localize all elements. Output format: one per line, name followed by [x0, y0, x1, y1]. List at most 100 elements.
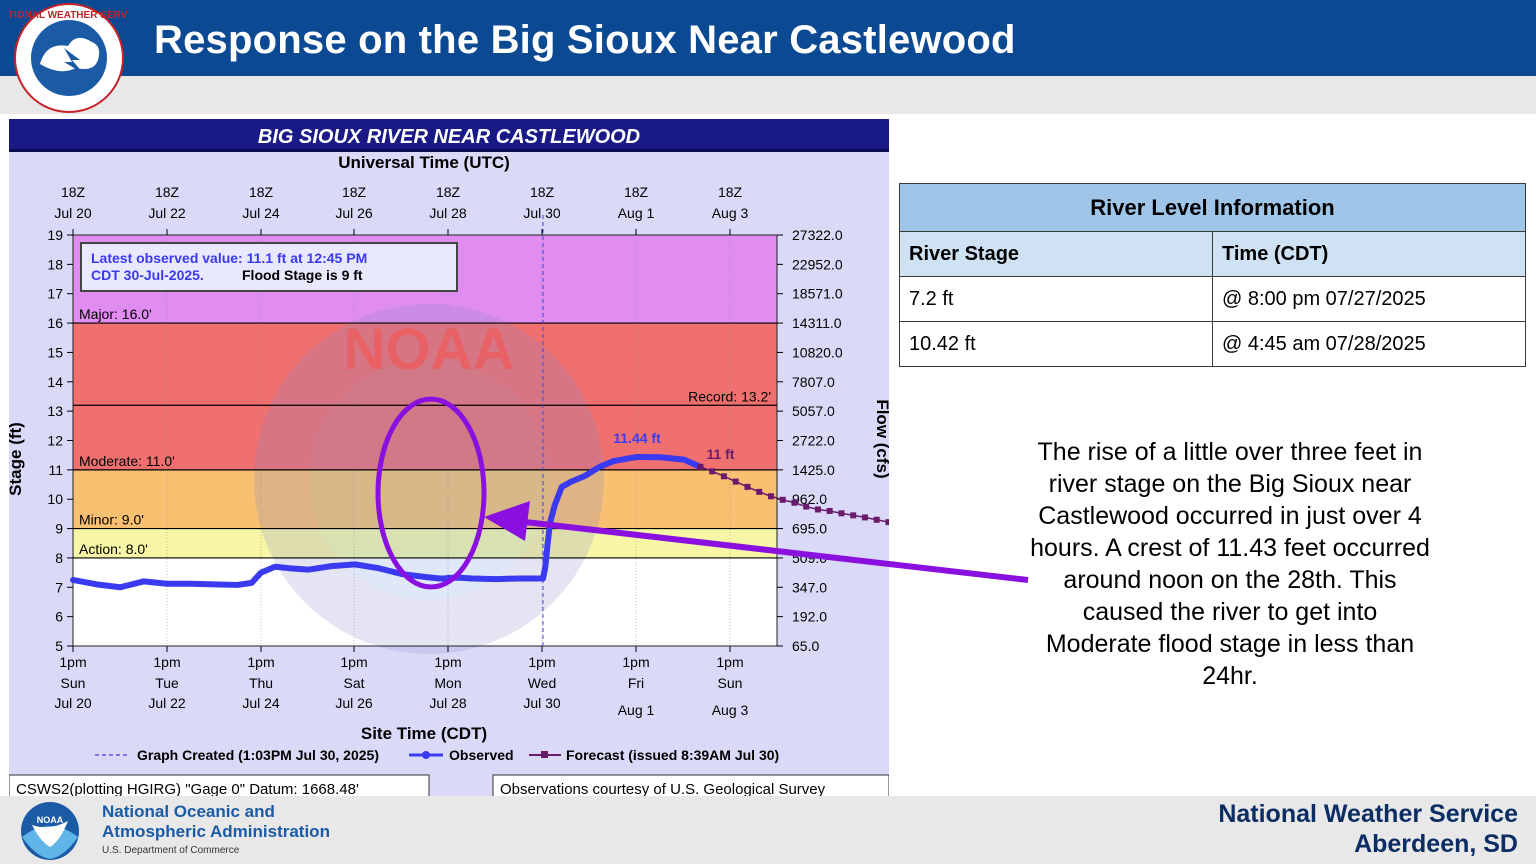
forecast-point	[756, 488, 763, 495]
flow-tick-label: 1425.0	[792, 462, 835, 478]
header-bar	[0, 0, 1536, 76]
top-axis-title: Universal Time (UTC)	[338, 153, 510, 172]
noaa-name-line2: Atmospheric Administration	[102, 822, 330, 841]
threshold-label-moderate: Moderate: 11.0'	[79, 453, 175, 469]
observed-point	[164, 581, 170, 587]
band-minor	[73, 469, 777, 529]
threshold-label-action: Action: 8.0'	[79, 541, 148, 557]
bottom-tick-date: Jul 26	[335, 695, 373, 711]
observed-point	[117, 584, 123, 590]
legend-observed: Observed	[449, 747, 514, 763]
flow-axis: 65.0 192.0 347.0 509.0 695.0 962.0 1425.0 2722.…	[777, 227, 843, 654]
flow-tick-label: 5057.0	[792, 403, 835, 419]
observed-point	[70, 577, 76, 583]
observed-point	[329, 563, 334, 569]
chart-title-rule	[9, 149, 889, 152]
observed-point	[188, 581, 193, 587]
observed-point	[517, 575, 522, 581]
top-tick-date: Jul 20	[54, 205, 92, 221]
flow-tick-label: 7807.0	[792, 374, 835, 390]
chart-title-bar	[9, 119, 889, 151]
bottom-tick-weekday: Mon	[434, 675, 461, 691]
y-tick-label: 12	[47, 433, 63, 449]
threshold-label-minor: Minor: 9.0'	[79, 512, 144, 528]
chart-title: BIG SIOUX RIVER NEAR CASTLEWOOD	[258, 126, 640, 148]
observed-point	[568, 479, 574, 485]
bottom-tick-date: Aug 3	[712, 702, 749, 718]
bottom-tick-date: Jul 20	[54, 695, 92, 711]
flow-tick-label: 27322.0	[792, 227, 843, 243]
observed-point	[211, 581, 217, 587]
forecast-point	[767, 493, 774, 500]
latest-value-line1: Latest observed value: 11.1 ft at 12:45 …	[91, 250, 367, 266]
y-tick-label: 11	[48, 462, 63, 478]
top-tick-time: 18Z	[718, 184, 743, 200]
hydrograph-chart: BIG SIOUX RIVER NEAR CASTLEWOOD Universa…	[6, 119, 974, 800]
forecast-point	[791, 499, 798, 506]
observed-point	[545, 540, 551, 546]
forecast-point	[803, 503, 810, 510]
band-moderate	[73, 323, 777, 470]
svg-text:NOAA: NOAA	[37, 815, 64, 825]
datum-note-box	[8, 774, 430, 800]
observed-point	[258, 570, 264, 576]
bottom-tick-weekday: Sun	[718, 675, 743, 691]
nws-office-name: National Weather Service	[1218, 800, 1518, 828]
forecast-point	[779, 496, 786, 503]
observed-point	[634, 454, 640, 460]
flow-tick-label: 347.0	[792, 579, 827, 595]
y-tick-label: 9	[55, 521, 63, 537]
river-level-table: River Level Information River Stage Time…	[899, 183, 1526, 367]
record-label: Record: 13.2'	[688, 388, 771, 404]
y2-axis-label: Flow (cfs)	[873, 399, 889, 478]
stage-axis: 5 6 7 8 9 10 11 12 13 14 15 16 17 18 19	[47, 227, 73, 654]
noaa-logo-icon: NOAA	[21, 802, 79, 860]
observed-point	[235, 582, 240, 588]
flood-stage-note: Flood Stage is 9 ft	[242, 267, 363, 283]
observed-point	[352, 561, 358, 567]
flow-tick-label: 192.0	[792, 609, 827, 625]
crest-label: 11.44 ft	[613, 430, 661, 446]
observed-point	[559, 484, 565, 490]
latest-value-line2: CDT 30-Jul-2025.	[91, 267, 204, 283]
table-cell-stage: 7.2 ft	[899, 276, 1213, 322]
legend-forecast: Forecast (issued 8:39AM Jul 30)	[566, 747, 779, 763]
header-sub-band	[0, 76, 1536, 114]
flow-tick-label: 14311.0	[792, 315, 842, 331]
top-tick-time: 18Z	[61, 184, 86, 200]
legend-created: Graph Created (1:03PM Jul 30, 2025)	[137, 747, 379, 763]
y-tick-label: 7	[55, 579, 63, 595]
bottom-tick-time: 1pm	[153, 654, 180, 670]
bottom-tick-weekday: Sat	[343, 675, 364, 691]
bottom-tick-time: 1pm	[528, 654, 555, 670]
bottom-tick-weekday: Wed	[528, 675, 557, 691]
column-header-stage: River Stage	[899, 231, 1213, 277]
bottom-tick-weekday: Sun	[61, 675, 86, 691]
forecast-point	[744, 483, 751, 490]
top-tick-date: Jul 26	[335, 205, 373, 221]
observed-point	[141, 578, 146, 584]
y-tick-label: 8	[55, 550, 63, 566]
observed-point	[493, 576, 499, 582]
table-title: River Level Information	[899, 183, 1526, 232]
observed-point	[596, 464, 602, 470]
hydrograph-panel: BIG SIOUX RIVER NEAR CASTLEWOOD Universa…	[6, 119, 974, 800]
table-cell-time: @ 8:00 pm 07/27/2025	[1212, 276, 1526, 322]
forecast-point	[885, 519, 892, 526]
observed-point	[611, 458, 616, 464]
nws-office-location: Aberdeen, SD	[1354, 830, 1518, 858]
y-tick-label: 18	[47, 256, 63, 272]
noaa-name-line1: National Oceanic and	[102, 802, 275, 821]
observed-point	[658, 454, 663, 460]
top-tick-time: 18Z	[436, 184, 461, 200]
top-tick-date: Jul 24	[242, 205, 280, 221]
noaa-department: U.S. Department of Commerce	[102, 845, 240, 856]
nws-logo-text: NATIONAL WEATHER SERVICE	[10, 10, 128, 21]
forecast-start-label: 11 ft	[706, 446, 734, 462]
threshold-label-major: Major: 16.0'	[79, 306, 152, 322]
top-tick-date: Jul 22	[148, 205, 186, 221]
y-tick-label: 6	[55, 609, 63, 625]
flow-tick-label: 18571.0	[792, 286, 843, 302]
observed-point	[582, 473, 588, 479]
forecast-point	[850, 512, 857, 519]
